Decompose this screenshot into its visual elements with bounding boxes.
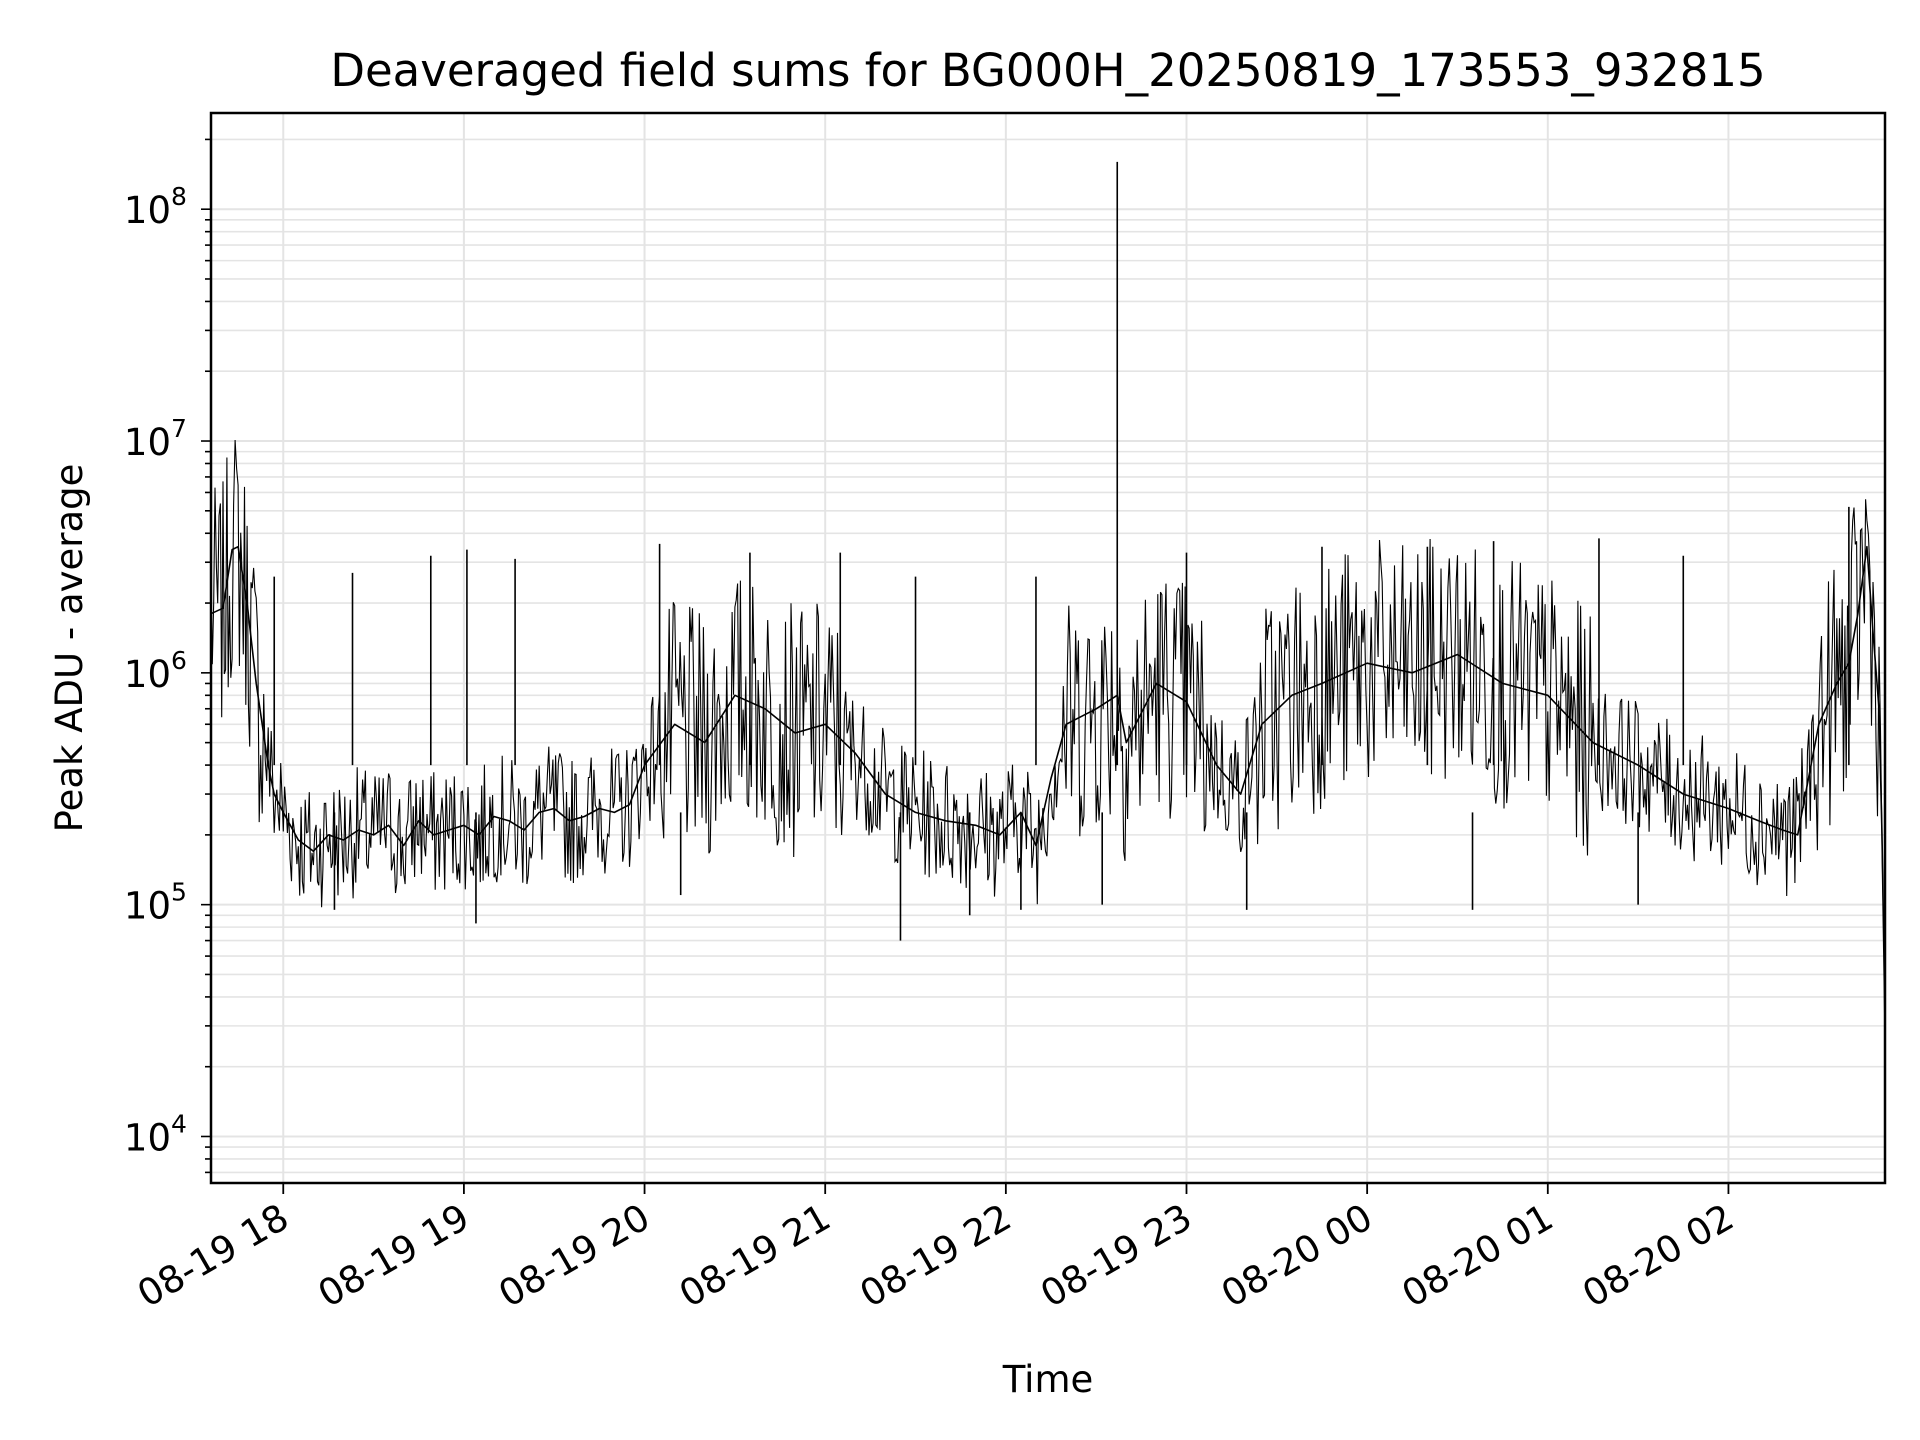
y-tick-label: 10	[124, 189, 171, 232]
y-tick-base: 10	[124, 189, 171, 232]
y-tick-base: 10	[124, 421, 171, 464]
y-tick-exponent: 4	[171, 1109, 187, 1138]
y-tick-exponent: 5	[171, 878, 187, 907]
y-axis-label: Peak ADU - average	[48, 464, 91, 833]
y-tick-base: 10	[124, 885, 171, 928]
chart-title: Deaveraged field sums for BG000H_2025081…	[330, 44, 1765, 97]
plot-frame	[209, 111, 1887, 1185]
y-tick-base: 10	[124, 1116, 171, 1159]
y-tick-label: 10	[124, 885, 171, 928]
y-tick-label: 10	[124, 421, 171, 464]
y-tick-exponent: 7	[171, 414, 187, 443]
y-tick-label: 10	[124, 1116, 171, 1159]
y-tick-exponent: 6	[171, 646, 187, 675]
grid	[211, 113, 1885, 1183]
y-tick-exponent: 8	[171, 182, 187, 211]
y-tick-base: 10	[124, 653, 171, 696]
y-tick-label: 10	[124, 653, 171, 696]
series-dense-trace	[210, 439, 1885, 927]
x-axis-label: Time	[1002, 1358, 1094, 1401]
